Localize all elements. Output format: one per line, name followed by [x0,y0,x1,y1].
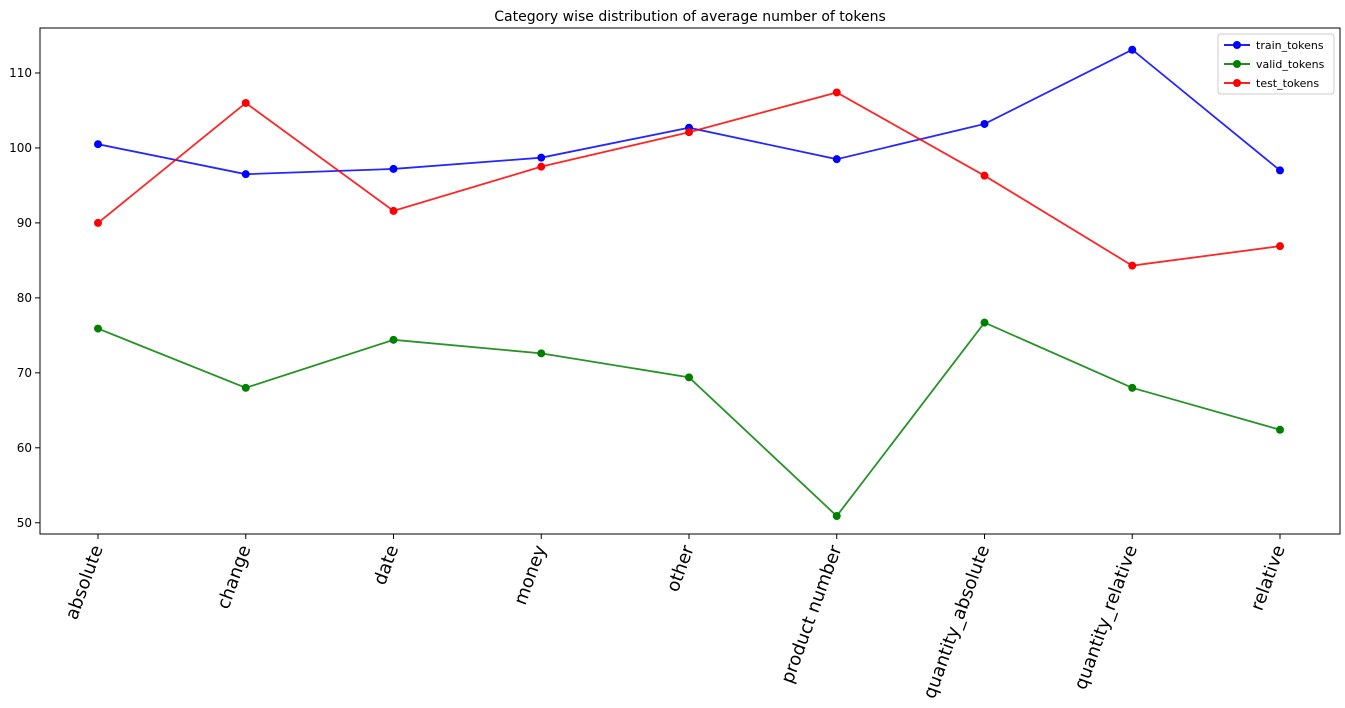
x-tick-label: quantity_relative [1070,543,1142,693]
data-point-valid_tokens [1128,383,1137,392]
y-tick-label: 90 [17,216,32,230]
x-tick-label: relative [1247,543,1290,614]
data-point-test_tokens [1128,261,1137,270]
series-line-test_tokens [97,91,1281,267]
data-point-test_tokens [241,98,250,107]
data-point-train_tokens [832,155,841,164]
data-point-train_tokens [1128,45,1137,54]
legend-marker-train_tokens [1233,41,1241,49]
x-tick-label: date [370,543,404,588]
legend-label-valid_tokens: valid_tokens [1256,58,1325,71]
legend-marker-test_tokens [1233,79,1241,87]
x-axis: absolute change date money other product numb… [61,534,1290,702]
legend-box [1217,33,1335,95]
data-point-train_tokens [389,164,398,173]
data-point-test_tokens [94,218,102,227]
y-tick-label: 60 [17,441,32,455]
data-point-valid_tokens [241,383,250,392]
data-point-valid_tokens [94,324,102,333]
data-point-valid_tokens [832,512,841,521]
plot-area-frame [39,27,1341,535]
x-tick-label: other [663,542,699,595]
legend: train_tokens valid_tokens test_tokens [1217,33,1335,95]
data-point-train_tokens [241,170,250,179]
series-line-valid_tokens [97,321,1281,518]
data-point-train_tokens [537,153,546,162]
x-tick-label: quantity_absolute [919,543,994,702]
data-point-test_tokens [1276,242,1284,251]
data-point-test_tokens [832,88,841,97]
y-tick-label: 80 [17,291,32,305]
data-point-test_tokens [389,206,398,215]
legend-label-test_tokens: test_tokens [1256,77,1319,90]
chart-title: Category wise distribution of average nu… [494,9,886,25]
data-point-test_tokens [685,128,693,137]
data-point-test_tokens [537,162,546,171]
data-point-train_tokens [980,119,989,128]
data-point-train_tokens [94,140,102,149]
series-line-train_tokens [97,48,1281,176]
data-point-test_tokens [980,171,989,180]
data-point-valid_tokens [685,373,693,382]
data-point-train_tokens [1276,166,1284,175]
series-layer [94,45,1284,521]
y-tick-label: 70 [17,366,32,380]
data-point-valid_tokens [1276,425,1284,434]
legend-marker-valid_tokens [1233,60,1241,68]
data-point-valid_tokens [389,335,398,344]
data-point-valid_tokens [980,318,989,327]
x-tick-label: absolute [61,543,107,623]
y-tick-label: 110 [9,66,32,80]
x-tick-label: change [213,543,255,612]
x-tick-label: money [510,542,551,607]
y-tick-label: 100 [9,141,32,155]
legend-label-train_tokens: train_tokens [1256,39,1324,52]
data-point-valid_tokens [537,349,546,358]
y-tick-label: 50 [17,516,32,530]
y-axis: 50 60 70 80 90 100 110 [9,66,40,530]
x-tick-label: product number [777,542,847,686]
